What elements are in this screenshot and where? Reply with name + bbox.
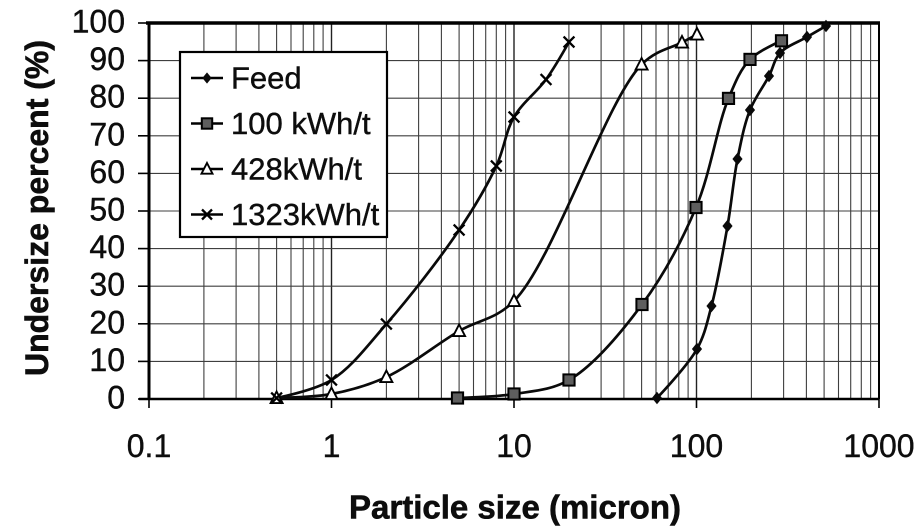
svg-text:10: 10 <box>89 342 125 378</box>
svg-text:70: 70 <box>89 116 125 152</box>
svg-text:10: 10 <box>496 428 532 464</box>
svg-text:100 kWh/t: 100 kWh/t <box>231 106 371 141</box>
svg-text:0.1: 0.1 <box>127 428 171 464</box>
svg-text:1000: 1000 <box>843 428 914 464</box>
svg-text:80: 80 <box>89 79 125 115</box>
svg-text:Particle size (micron): Particle size (micron) <box>349 489 681 526</box>
svg-text:Feed: Feed <box>231 61 302 96</box>
svg-text:40: 40 <box>89 229 125 265</box>
svg-text:428kWh/t: 428kWh/t <box>231 152 362 187</box>
svg-text:50: 50 <box>89 192 125 228</box>
svg-text:30: 30 <box>89 267 125 303</box>
svg-text:90: 90 <box>89 41 125 77</box>
svg-text:0: 0 <box>107 380 125 416</box>
svg-text:100: 100 <box>72 4 125 40</box>
svg-text:Undersize percent (%): Undersize percent (%) <box>19 40 55 376</box>
svg-text:1: 1 <box>323 428 341 464</box>
svg-text:1323kWh/t: 1323kWh/t <box>231 197 380 232</box>
svg-text:60: 60 <box>89 154 125 190</box>
svg-text:20: 20 <box>89 304 125 340</box>
svg-text:100: 100 <box>670 428 723 464</box>
